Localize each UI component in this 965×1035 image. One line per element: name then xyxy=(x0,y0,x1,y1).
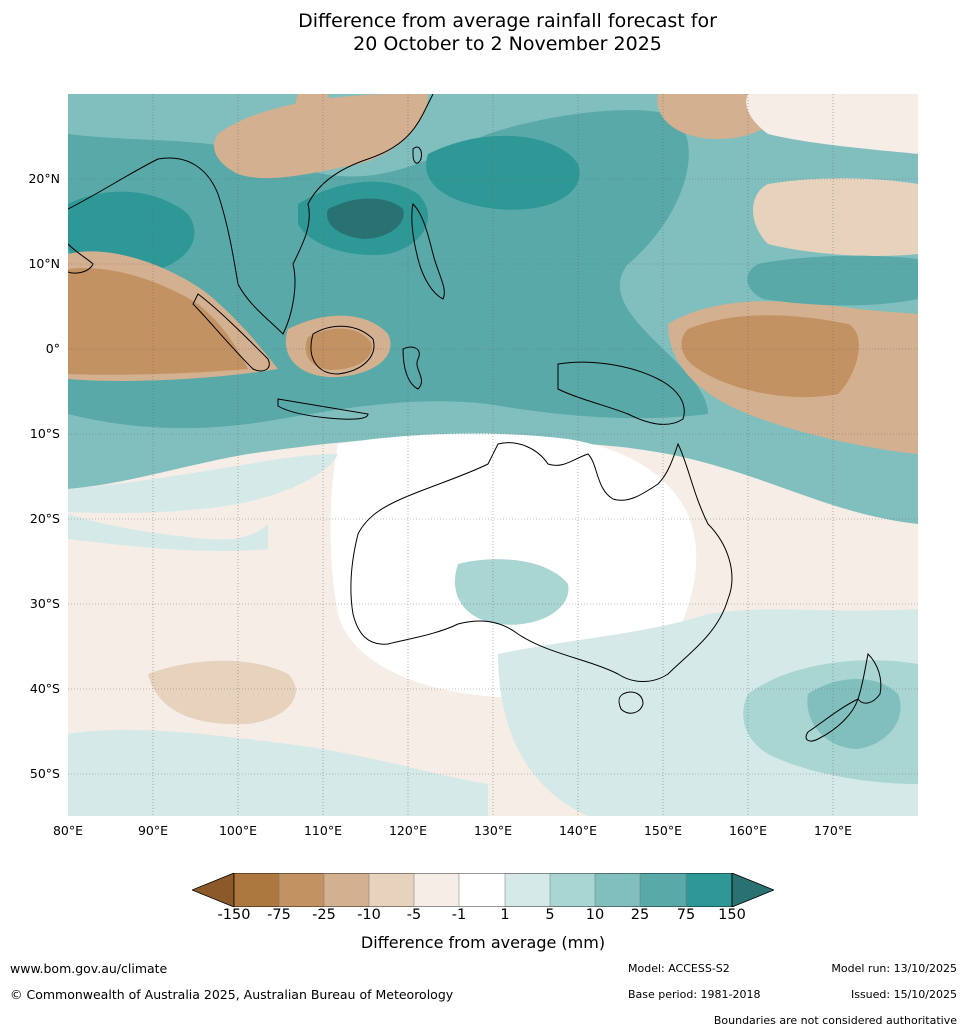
colorbar-bin-5 xyxy=(414,873,459,907)
title-line-1: Difference from average rainfall forecas… xyxy=(298,10,717,32)
colorbar-bin-2 xyxy=(279,873,324,907)
colorbar-bin-7 xyxy=(505,873,550,907)
map-title: Difference from average rainfall forecas… xyxy=(0,10,965,56)
anomaly-zone-indian-ocean-dry-strong xyxy=(68,268,248,375)
anomaly-zone-southwest-wet xyxy=(68,729,488,816)
colorbar-tick-5: 5 xyxy=(545,907,555,923)
model-name: Model: ACCESS-S2 xyxy=(628,962,730,975)
borneo-coastline xyxy=(310,325,375,375)
lat-label-50s: 50°S xyxy=(29,766,60,781)
colorbar xyxy=(192,873,774,907)
boundaries-disclaimer: Boundaries are not considered authoritat… xyxy=(713,1014,957,1027)
anomaly-zone-far-northeast xyxy=(746,94,918,154)
anomaly-zone-core xyxy=(327,198,404,239)
colorbar-tick-10: 10 xyxy=(585,907,605,923)
coastlines xyxy=(68,94,882,742)
lat-label-30s: 30°S xyxy=(29,596,60,611)
map-canvas xyxy=(68,94,918,816)
anomaly-zone-australia-wet xyxy=(454,559,569,625)
new-guinea-coastline xyxy=(557,361,685,425)
colorbar-bin-3 xyxy=(324,873,369,907)
colorbar-tick-minus1: -1 xyxy=(451,907,467,923)
lon-label-100e: 100°E xyxy=(218,823,257,838)
rainfall-anomaly-map xyxy=(68,94,918,816)
colorbar-tick-minus5: -5 xyxy=(406,907,422,923)
lon-label-90e: 90°E xyxy=(137,823,169,838)
colorbar-bin-6 xyxy=(459,873,505,907)
colorbar-bin-10 xyxy=(640,873,686,907)
anomaly-zone-eastern-indian-wet xyxy=(68,454,338,514)
taiwan-coastline xyxy=(412,146,422,164)
issued-date: Issued: 15/10/2025 xyxy=(850,988,957,1001)
colorbar-bin-1 xyxy=(234,873,279,907)
title-line-2: 20 October to 2 November 2025 xyxy=(353,33,662,55)
colorbar-extend-max xyxy=(731,873,774,907)
lon-label-120e: 120°E xyxy=(388,823,427,838)
colorbar-dividers xyxy=(278,873,687,907)
lon-label-140e: 140°E xyxy=(558,823,597,838)
lat-label-20n: 20°N xyxy=(28,171,60,186)
new-zealand-south-coastline xyxy=(805,698,859,742)
lon-label-130e: 130°E xyxy=(473,823,512,838)
mainland-asia-coastline xyxy=(68,94,434,335)
colorbar-tick-1: 1 xyxy=(500,907,510,923)
lat-label-equator: 0° xyxy=(45,341,60,356)
australia-coastline xyxy=(350,442,733,682)
java-coastline xyxy=(277,398,369,420)
india-coastline xyxy=(68,243,94,274)
colorbar-tick-25: 25 xyxy=(630,907,650,923)
lon-label-160e: 160°E xyxy=(728,823,767,838)
base-period: Base period: 1981-2018 xyxy=(628,988,761,1001)
copyright-notice: © Commonwealth of Australia 2025, Austra… xyxy=(10,987,454,1002)
tasmania-coastline xyxy=(618,691,644,714)
anomaly-zone-northeast-wet xyxy=(747,255,918,306)
colorbar-tick-minus25: -25 xyxy=(312,907,336,923)
new-zealand-north-coastline xyxy=(857,652,882,704)
colorbar-tick-minus10: -10 xyxy=(357,907,381,923)
anomaly-zone-southern-dry xyxy=(148,660,296,725)
colorbar-tick-minus75: -75 xyxy=(267,907,291,923)
lon-label-110e: 110°E xyxy=(303,823,342,838)
philippines-coastline xyxy=(411,202,445,300)
lat-label-10s: 10°S xyxy=(29,426,60,441)
colorbar-tick-150: 150 xyxy=(718,907,746,923)
lat-label-20s: 20°S xyxy=(29,511,60,526)
colorbar-tick-minus150: -150 xyxy=(217,907,251,923)
graticule xyxy=(68,94,918,816)
anomaly-zone-indian-ocean-wet xyxy=(68,514,268,551)
sumatra-coastline xyxy=(192,293,270,372)
lat-label-40s: 40°S xyxy=(29,681,60,696)
lon-label-80e: 80°E xyxy=(52,823,84,838)
colorbar-tick-75: 75 xyxy=(676,907,696,923)
lon-label-170e: 170°E xyxy=(813,823,852,838)
colorbar-title: Difference from average (mm) xyxy=(360,933,606,952)
anomaly-zone-pacific-dry-strong xyxy=(681,315,859,398)
sulawesi-coastline xyxy=(402,346,423,390)
model-run-date: Model run: 13/10/2025 xyxy=(831,962,957,975)
colorbar-extend-min xyxy=(192,873,235,907)
anomaly-zone-philippines-sea xyxy=(426,135,580,210)
lon-label-150e: 150°E xyxy=(643,823,682,838)
colorbar-bin-4 xyxy=(369,873,414,907)
colorbar-frame xyxy=(233,873,733,907)
anomaly-zone-northeast-dry xyxy=(753,178,918,256)
colorbar-bin-9 xyxy=(595,873,640,907)
lat-label-10n: 10°N xyxy=(28,256,60,271)
colorbar-bin-8 xyxy=(550,873,595,907)
colorbar-bin-11 xyxy=(686,873,732,907)
website-link[interactable]: www.bom.gov.au/climate xyxy=(10,961,168,976)
anomaly-zone-northwest-dry xyxy=(295,94,330,126)
